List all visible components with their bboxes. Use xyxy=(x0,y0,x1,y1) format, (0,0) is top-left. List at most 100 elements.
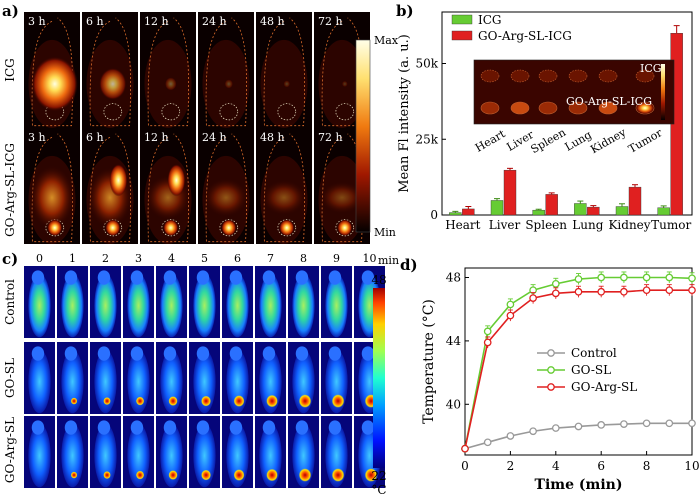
colorbar-unit: °C xyxy=(371,483,386,497)
y-axis-label: Temperature (°C) xyxy=(421,299,437,424)
data-point xyxy=(642,273,651,282)
thermal-tile xyxy=(24,266,55,338)
tumor-hotspot xyxy=(266,468,278,482)
tile-time-label: 72 h xyxy=(318,15,343,28)
y-tick-label: 44 xyxy=(446,334,462,348)
thermal-tile xyxy=(321,416,352,488)
x-tick-label: Liver xyxy=(489,218,521,232)
minute-label: 4 xyxy=(168,252,175,265)
x-tick-label: Lung xyxy=(572,218,603,232)
tumor-hotspot xyxy=(103,471,111,479)
mouse-body xyxy=(61,423,84,488)
colorbar-max-label: Max xyxy=(374,34,399,47)
data-point xyxy=(506,432,515,440)
thermal-tile xyxy=(156,266,187,338)
thermal-tile xyxy=(123,266,154,338)
x-tick-label: 6 xyxy=(597,459,605,473)
row-label-icg: ICG xyxy=(3,58,17,82)
data-point xyxy=(483,338,492,347)
x-tick-label: Heart xyxy=(445,218,480,232)
mouse-head xyxy=(328,346,342,361)
thermal-tile xyxy=(123,342,154,414)
legend-marker xyxy=(547,349,555,357)
mouse-body xyxy=(94,423,117,488)
thermal-tile xyxy=(24,342,55,414)
mouse-head xyxy=(97,270,111,285)
mouse-body xyxy=(292,273,315,338)
mouse-head xyxy=(130,270,144,285)
tumor-hotspot xyxy=(331,394,345,408)
tile-time-label: 72 h xyxy=(318,131,343,144)
fluorescence-tile: 72 h xyxy=(314,128,370,244)
x-axis-label: Time (min) xyxy=(535,477,623,493)
signal-body xyxy=(29,165,75,231)
inset-organ-label: Kidney xyxy=(588,125,629,156)
thermal-tile xyxy=(156,342,187,414)
tumor-outline xyxy=(277,103,297,121)
thermal-tile xyxy=(255,342,286,414)
tumor-hotspot xyxy=(168,470,178,480)
signal-spot xyxy=(224,79,233,89)
mouse-head xyxy=(196,270,210,285)
organ-icg xyxy=(568,69,588,83)
mouse-head xyxy=(97,420,111,435)
mouse-body xyxy=(160,423,183,488)
minute-unit-label: min xyxy=(378,254,399,267)
signal-body xyxy=(203,178,249,218)
bar xyxy=(449,212,462,216)
legend-marker xyxy=(547,383,555,391)
organ-go-arg-sl-icg xyxy=(635,101,655,115)
mouse-body xyxy=(193,273,216,338)
x-tick-label: 10 xyxy=(684,459,699,473)
signal-spot xyxy=(164,77,177,91)
mouse-head xyxy=(97,346,111,361)
data-point xyxy=(506,311,515,320)
data-point xyxy=(688,274,696,283)
minute-label: 2 xyxy=(102,252,109,265)
thermal-tile xyxy=(189,342,220,414)
organ-icg xyxy=(538,69,558,83)
inset-organ-label: Tumor xyxy=(626,126,665,156)
mouse-head xyxy=(361,270,375,285)
y-tick-label: 48 xyxy=(446,271,461,285)
tumor-signal xyxy=(163,219,179,236)
thermal-tile xyxy=(24,416,55,488)
tumor-signal xyxy=(221,219,237,236)
tumor-outline xyxy=(161,103,181,121)
tumor-signal xyxy=(47,219,63,236)
organ-icg xyxy=(510,69,530,83)
mouse-head xyxy=(163,270,177,285)
mouse-outline xyxy=(205,133,247,243)
panel-a-figure: 3 h 3 h 6 h 6 h 12 h 12 h 24 h 24 h 48 h 48 h 72 h… xyxy=(3,12,399,244)
tumor-hotspot xyxy=(298,468,312,482)
row-label-control: Control xyxy=(3,279,17,325)
data-point xyxy=(642,419,651,428)
bar xyxy=(615,206,629,216)
thermal-tile xyxy=(156,416,187,488)
tumor-hotspot xyxy=(331,468,345,482)
mouse-head xyxy=(229,420,243,435)
bar xyxy=(587,206,600,216)
thermal-tile xyxy=(90,266,121,338)
mouse-head xyxy=(295,270,309,285)
minute-label: 6 xyxy=(234,252,241,265)
mouse-body xyxy=(28,423,51,488)
thermal-tile xyxy=(189,266,220,338)
panel-c-label: c) xyxy=(2,250,19,268)
legend-label: GO-Arg-SL xyxy=(571,380,637,394)
mouse-head xyxy=(31,346,45,361)
fluorescence-tile: 3 h xyxy=(24,128,80,244)
panel-c-figure: 0 1 2 3 4 5 6 7 8 9 10 Control GO-SL GO-Arg-SL min… xyxy=(3,252,399,497)
mouse-outline xyxy=(31,17,73,127)
legend-swatch xyxy=(451,14,473,25)
legend-marker xyxy=(547,366,555,374)
thermal-tile xyxy=(288,416,319,488)
minute-label: 5 xyxy=(201,252,208,265)
x-tick-label: Kidney xyxy=(608,218,650,232)
data-point xyxy=(688,419,696,428)
thermal-tile xyxy=(321,266,352,338)
thermal-tile xyxy=(123,416,154,488)
mouse-head xyxy=(295,420,309,435)
